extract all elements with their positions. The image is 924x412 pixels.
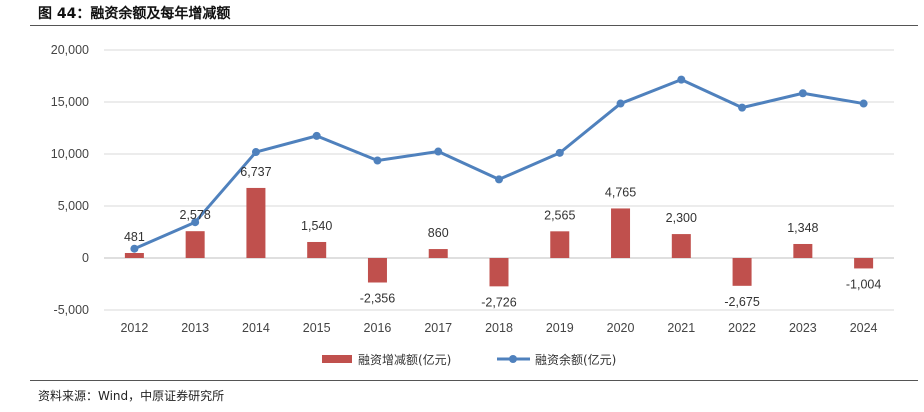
line-series — [130, 75, 868, 253]
bottom-rule — [30, 380, 918, 381]
line-point — [434, 147, 443, 156]
bar-data-label: -1,004 — [846, 277, 881, 291]
x-tick-label: 2022 — [728, 321, 756, 335]
bar-data-label: 860 — [428, 226, 449, 240]
x-tick-label: 2018 — [485, 321, 513, 335]
data-labels: 481 2,578 6,737 1,540 -2,356 860 -2,726 2,565 4,… — [124, 165, 881, 309]
line-point — [555, 148, 564, 157]
bar — [489, 258, 509, 287]
legend-line-marker — [509, 355, 517, 363]
bar — [367, 258, 387, 283]
line-point — [738, 103, 747, 112]
bar-data-label: 481 — [124, 230, 145, 244]
chart-title: 图 44：融资余额及每年增减额 — [38, 6, 231, 22]
y-tick-label: 15,000 — [51, 95, 89, 109]
bar — [854, 258, 874, 269]
legend: 融资增减额(亿元) 融资余额(亿元) — [322, 352, 616, 367]
bar-data-label: -2,726 — [481, 295, 516, 309]
bar-data-label: 4,765 — [605, 185, 636, 199]
x-tick-label: 2024 — [850, 321, 878, 335]
line-point — [191, 218, 200, 227]
x-tick-label: 2014 — [242, 321, 270, 335]
bar — [611, 208, 631, 258]
bar — [732, 258, 752, 286]
x-tick-label: 2012 — [120, 321, 148, 335]
bar — [428, 249, 448, 258]
bar — [671, 234, 691, 258]
x-tick-label: 2016 — [364, 321, 392, 335]
legend-bar-swatch — [322, 355, 352, 363]
line-point — [616, 99, 625, 108]
top-rule — [30, 25, 918, 26]
x-tick-label: 2015 — [303, 321, 331, 335]
bar-data-label: -2,675 — [724, 295, 759, 309]
bar — [124, 252, 144, 258]
x-axis-ticks: 2012 2013 2014 2015 2016 2017 2018 2019 2020 2021… — [120, 321, 877, 335]
line-point — [495, 175, 503, 184]
bar-data-label: 2,300 — [666, 211, 697, 225]
x-tick-label: 2017 — [424, 321, 452, 335]
x-tick-label: 2020 — [607, 321, 635, 335]
bar-data-label: 2,565 — [544, 208, 575, 222]
line-point — [373, 156, 382, 165]
bar-series — [124, 187, 874, 287]
line-point — [859, 99, 868, 108]
source-note: 资料来源：Wind，中原证券研究所 — [38, 389, 225, 403]
bar — [246, 187, 266, 258]
line-point — [130, 244, 139, 253]
bar-data-label: 6,737 — [240, 165, 271, 179]
x-tick-label: 2019 — [546, 321, 574, 335]
legend-bar-label: 融资增减额(亿元) — [358, 352, 451, 367]
bar — [185, 231, 205, 258]
y-tick-label: 0 — [82, 251, 89, 265]
line-point — [312, 131, 321, 140]
line-point — [677, 75, 686, 84]
y-tick-label: 5,000 — [58, 199, 89, 213]
line-point — [798, 89, 807, 98]
bar — [550, 231, 570, 258]
y-tick-label: 20,000 — [51, 43, 89, 57]
bar — [307, 241, 327, 258]
x-tick-label: 2013 — [181, 321, 209, 335]
y-tick-label: 10,000 — [51, 147, 89, 161]
bar-data-label: 1,540 — [301, 219, 332, 233]
y-tick-label: -5,000 — [54, 303, 89, 317]
bar-data-label: -2,356 — [360, 292, 395, 306]
bar-data-label: 2,578 — [180, 208, 211, 222]
bar — [793, 243, 813, 258]
bar-data-label: 1,348 — [787, 221, 818, 235]
x-tick-label: 2021 — [667, 321, 695, 335]
x-tick-label: 2023 — [789, 321, 817, 335]
legend-line-label: 融资余额(亿元) — [535, 352, 616, 367]
line-point — [251, 148, 260, 157]
y-axis-ticks: 20,000 15,000 10,000 5,000 0 -5,000 — [51, 43, 89, 317]
